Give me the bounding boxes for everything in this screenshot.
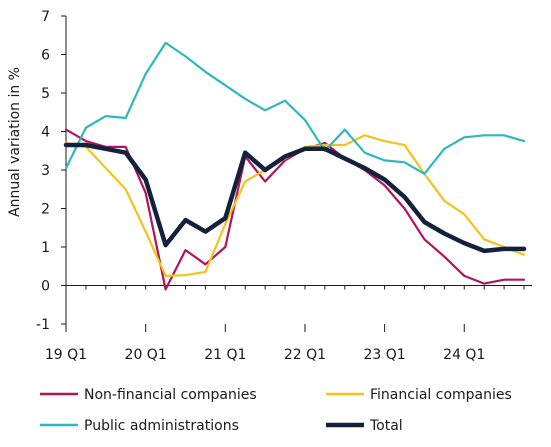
series-lines xyxy=(63,41,527,291)
y-ticks: -1 0 1 2 3 4 5 6 7 xyxy=(36,9,66,333)
y-axis-title: Annual variation in % xyxy=(7,67,23,217)
x-ticks: 19 Q1 20 Q1 21 Q1 22 Q1 23 Q1 24 Q1 xyxy=(45,285,525,363)
x-tick-label: 24 Q1 xyxy=(443,347,485,363)
y-tick-label: 0 xyxy=(41,279,50,295)
legend: Non-financial companies Financial compani… xyxy=(40,387,512,434)
series-line-public-administrations xyxy=(64,41,526,175)
series-line-total xyxy=(63,142,527,254)
y-tick-label: 1 xyxy=(41,240,50,256)
legend-label: Financial companies xyxy=(370,387,512,403)
y-tick-label: 2 xyxy=(41,202,50,218)
legend-label: Total xyxy=(369,418,403,434)
x-tick-label: 19 Q1 xyxy=(45,347,87,363)
y-tick-label: 5 xyxy=(41,86,50,102)
x-tick-label: 23 Q1 xyxy=(364,347,406,363)
y-tick-label: 4 xyxy=(41,125,50,141)
y-tick-label: -1 xyxy=(36,317,50,333)
x-tick-label: 22 Q1 xyxy=(284,347,326,363)
series-line-financial-companies xyxy=(64,134,526,277)
x-tick-label: 21 Q1 xyxy=(204,347,246,363)
y-tick-label: 6 xyxy=(41,48,50,64)
legend-label: Non-financial companies xyxy=(84,387,257,403)
legend-label: Public administrations xyxy=(84,418,239,434)
y-tick-label: 7 xyxy=(41,9,50,25)
x-tick-label: 20 Q1 xyxy=(125,347,167,363)
y-tick-label: 3 xyxy=(41,163,50,179)
